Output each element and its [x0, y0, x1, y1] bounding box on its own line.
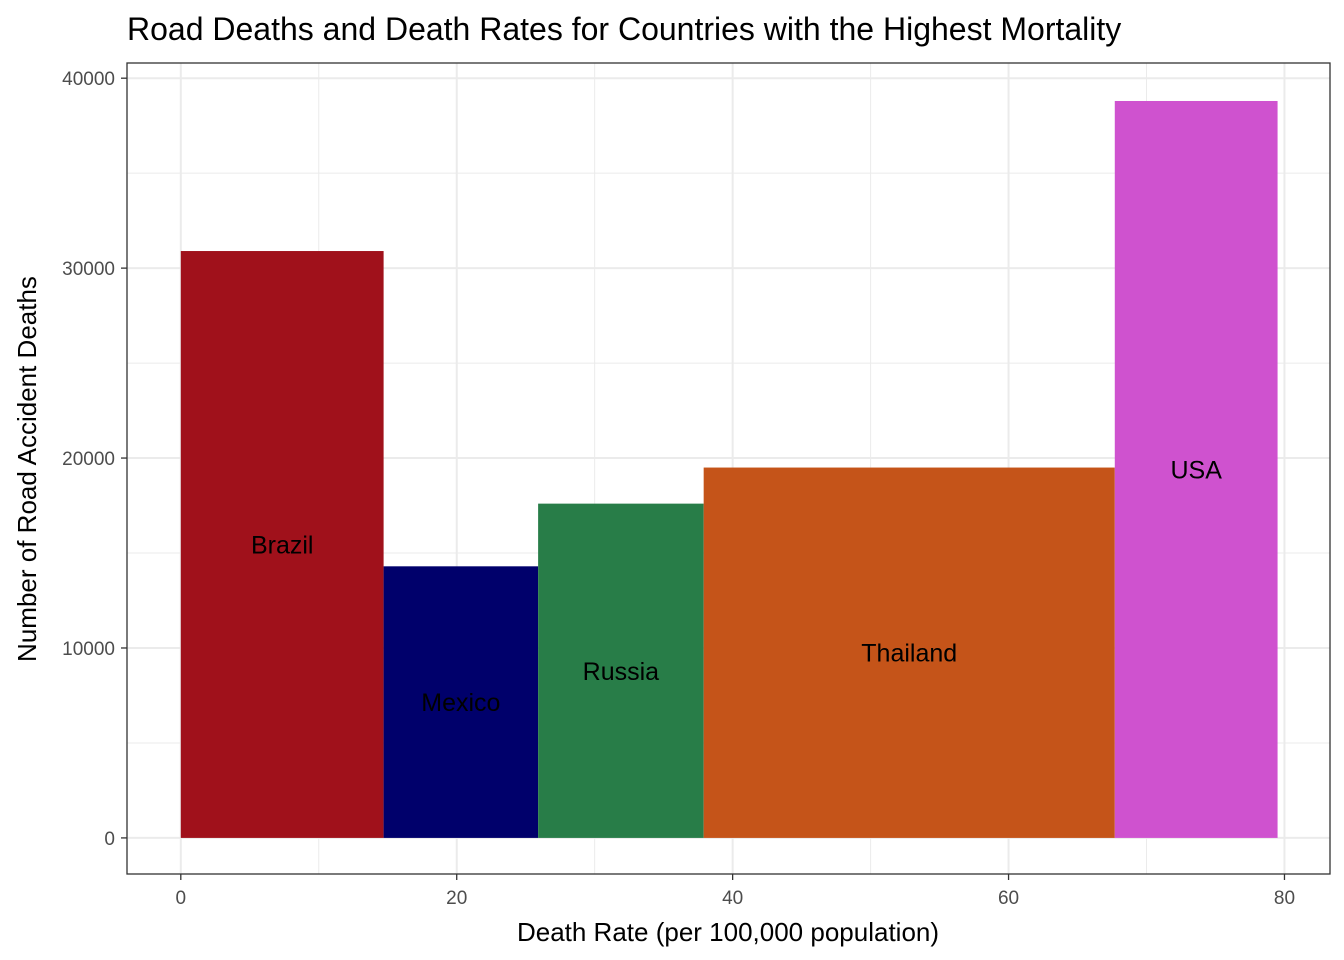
bar-label-brazil: Brazil — [251, 531, 314, 559]
y-axis-title: Number of Road Accident Deaths — [12, 276, 42, 662]
bar-labels: Brazil Mexico Russia Thailand USA — [251, 456, 1222, 717]
y-tick-label: 40000 — [62, 69, 115, 90]
bar-mexico — [383, 566, 539, 838]
plot-panel-border — [126, 62, 1331, 875]
chart-title: Road Deaths and Death Rates for Countrie… — [127, 11, 1121, 47]
x-tick-label: 20 — [446, 888, 467, 909]
x-tick-label: 80 — [1274, 888, 1295, 909]
y-tick-label: 10000 — [62, 639, 115, 660]
y-tick-label: 30000 — [62, 259, 115, 280]
bar-label-mexico: Mexico — [421, 689, 500, 717]
x-axis-ticks: 0 20 40 60 80 — [176, 874, 1295, 909]
y-tick-label: 0 — [104, 829, 115, 850]
bar-thailand — [703, 467, 1115, 838]
bar-brazil — [180, 251, 384, 838]
bar-russia — [538, 503, 704, 838]
y-axis-ticks: 0 10000 20000 30000 40000 — [62, 69, 127, 850]
y-tick-label: 20000 — [62, 449, 115, 470]
bars — [180, 100, 1278, 838]
x-tick-label: 40 — [722, 888, 743, 909]
x-tick-label: 60 — [998, 888, 1019, 909]
bar-label-thailand: Thailand — [861, 640, 957, 668]
x-axis-title: Death Rate (per 100,000 population) — [517, 917, 939, 947]
bar-label-usa: USA — [1170, 456, 1222, 484]
bar-label-russia: Russia — [583, 658, 660, 686]
x-tick-label: 0 — [176, 888, 187, 909]
bar-usa — [1114, 100, 1278, 838]
